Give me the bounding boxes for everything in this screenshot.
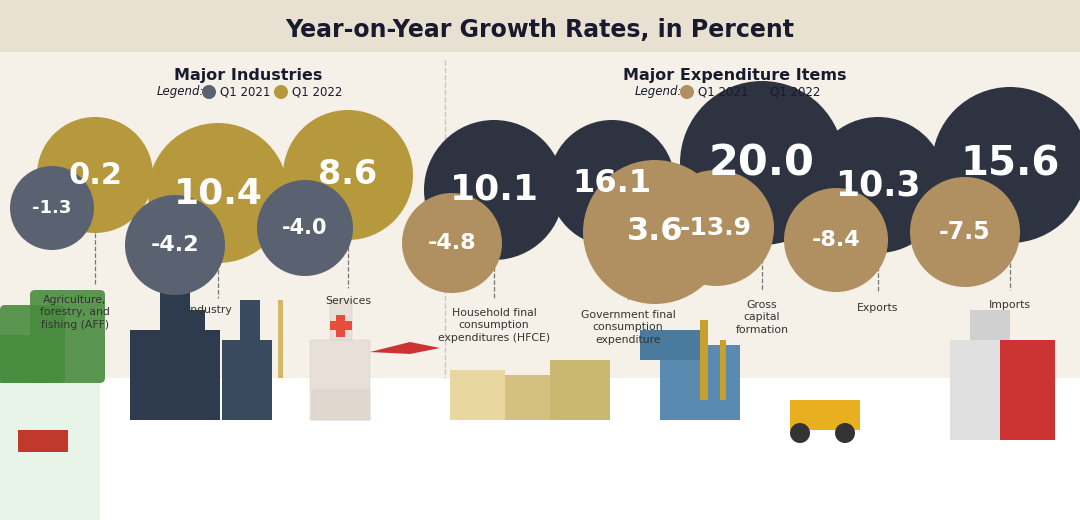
- Text: 10.3: 10.3: [835, 168, 921, 202]
- Bar: [720, 340, 726, 400]
- Text: Major Expenditure Items: Major Expenditure Items: [623, 68, 847, 83]
- Bar: [310, 340, 370, 420]
- Bar: [18, 430, 68, 452]
- Circle shape: [784, 188, 888, 292]
- Text: Legend:: Legend:: [157, 85, 204, 98]
- Text: Imports: Imports: [989, 300, 1031, 310]
- Bar: [0, 378, 1080, 520]
- Circle shape: [402, 193, 502, 293]
- Text: Legend:: Legend:: [635, 85, 683, 98]
- Circle shape: [424, 120, 564, 260]
- Circle shape: [10, 166, 94, 250]
- Circle shape: [274, 85, 288, 99]
- Bar: [336, 315, 345, 337]
- Text: -4.2: -4.2: [151, 235, 199, 255]
- Bar: [130, 330, 220, 420]
- Text: Exports: Exports: [858, 303, 899, 313]
- Text: Major Industries: Major Industries: [174, 68, 322, 83]
- Text: Q1 2021: Q1 2021: [220, 85, 270, 98]
- Text: Q1 2021: Q1 2021: [698, 85, 748, 98]
- Circle shape: [125, 195, 225, 295]
- Bar: [240, 300, 260, 340]
- Text: -1.3: -1.3: [32, 199, 71, 217]
- Circle shape: [932, 87, 1080, 243]
- FancyBboxPatch shape: [30, 290, 105, 383]
- Text: -7.5: -7.5: [940, 220, 990, 244]
- Text: 8.6: 8.6: [319, 159, 378, 191]
- Text: Household final
consumption
expenditures (HFCE): Household final consumption expenditures…: [437, 308, 550, 343]
- Circle shape: [583, 160, 727, 304]
- Bar: [222, 340, 272, 420]
- Bar: [970, 310, 1010, 340]
- Text: -4.0: -4.0: [282, 218, 327, 238]
- Bar: [700, 320, 708, 400]
- Bar: [450, 370, 505, 420]
- Text: Q1 2022: Q1 2022: [770, 85, 821, 98]
- Text: 10.1: 10.1: [449, 173, 539, 207]
- Text: 3.6: 3.6: [626, 216, 684, 248]
- Bar: [950, 340, 1050, 440]
- Bar: [505, 375, 550, 420]
- Text: Gross
capital
formation: Gross capital formation: [735, 300, 788, 335]
- Bar: [330, 300, 352, 340]
- FancyBboxPatch shape: [0, 335, 50, 383]
- Text: Industry: Industry: [188, 305, 232, 315]
- Circle shape: [37, 117, 153, 233]
- Text: 20.0: 20.0: [710, 142, 815, 184]
- Bar: [312, 390, 370, 420]
- Bar: [330, 321, 352, 330]
- Polygon shape: [370, 342, 440, 354]
- FancyBboxPatch shape: [0, 305, 65, 383]
- Text: Q1 2022: Q1 2022: [292, 85, 342, 98]
- Circle shape: [910, 177, 1020, 287]
- Bar: [1000, 340, 1055, 440]
- Bar: [185, 310, 205, 330]
- Circle shape: [680, 85, 694, 99]
- Circle shape: [752, 85, 766, 99]
- Circle shape: [680, 81, 843, 245]
- Bar: [278, 300, 283, 378]
- Text: 0.2: 0.2: [68, 161, 122, 189]
- Text: -13.9: -13.9: [680, 216, 752, 240]
- Text: -8.4: -8.4: [812, 230, 861, 250]
- Circle shape: [202, 85, 216, 99]
- Circle shape: [789, 423, 810, 443]
- Text: Agriculture,
forestry, and
fishing (AFF): Agriculture, forestry, and fishing (AFF): [40, 295, 110, 330]
- Circle shape: [658, 170, 774, 286]
- Text: 10.4: 10.4: [174, 176, 262, 210]
- Text: Services: Services: [325, 296, 372, 306]
- Circle shape: [810, 117, 946, 253]
- Bar: [160, 290, 190, 330]
- Bar: [550, 360, 610, 420]
- Text: -4.8: -4.8: [428, 233, 476, 253]
- Bar: [660, 345, 740, 420]
- Bar: [789, 400, 860, 430]
- Bar: [0, 0, 1080, 52]
- Circle shape: [148, 123, 288, 263]
- Bar: [0, 378, 100, 520]
- Circle shape: [257, 180, 353, 276]
- Circle shape: [283, 110, 413, 240]
- Text: Year-on-Year Growth Rates, in Percent: Year-on-Year Growth Rates, in Percent: [285, 18, 795, 42]
- Bar: [640, 330, 700, 360]
- Text: 15.6: 15.6: [960, 145, 1059, 185]
- Circle shape: [835, 423, 855, 443]
- Circle shape: [549, 120, 675, 246]
- Text: Government final
consumption
expenditure: Government final consumption expenditure: [581, 310, 675, 345]
- Text: 16.1: 16.1: [572, 167, 651, 199]
